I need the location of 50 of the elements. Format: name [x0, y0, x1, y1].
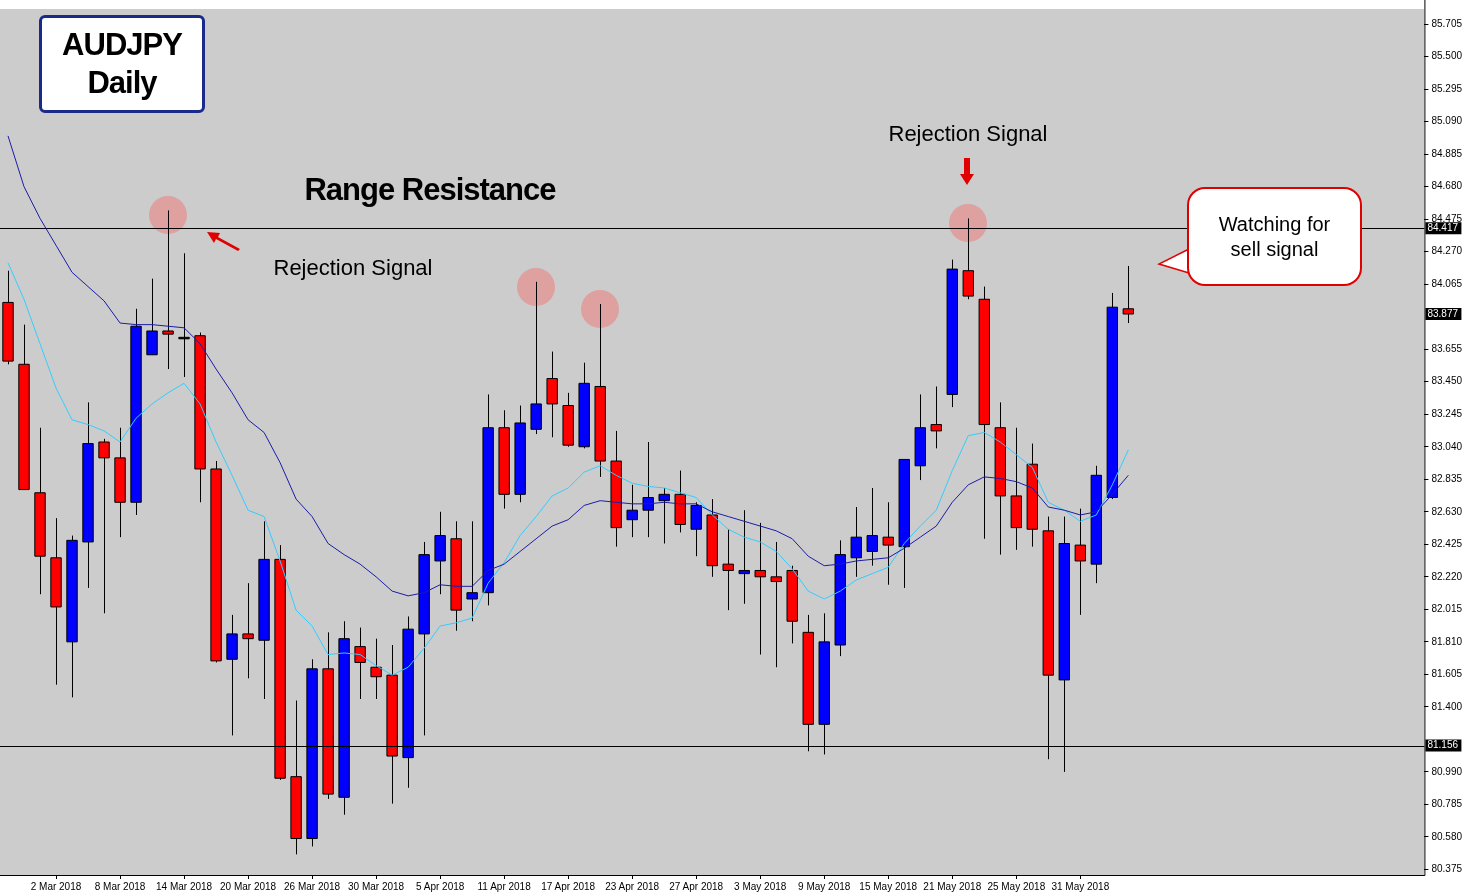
y-tick-label: 85.705	[1431, 17, 1463, 29]
x-tick-label: 26 Mar 2018	[284, 880, 341, 892]
x-tick-label: 27 Apr 2018	[669, 880, 724, 892]
x-tick-label: 14 Mar 2018	[155, 880, 213, 892]
annotation: Rejection Signal	[272, 254, 434, 282]
y-tick-label: 80.580	[1431, 830, 1463, 842]
x-tick-label: 20 Mar 2018	[219, 880, 277, 892]
y-tick-label: 80.375	[1431, 863, 1463, 875]
x-tick-label: 5 Apr 2018	[415, 880, 465, 892]
x-tick-label: 9 May 2018	[798, 880, 851, 892]
y-tick-label: 84.885	[1431, 147, 1463, 159]
x-tick-label: 21 May 2018	[923, 880, 982, 892]
x-tick-label: 8 Mar 2018	[94, 880, 146, 892]
x-tick-label: 2 Mar 2018	[30, 880, 82, 892]
y-tick-label: 81.605	[1431, 668, 1463, 680]
y-tick-label: 80.785	[1431, 798, 1463, 810]
x-tick-label: 25 May 2018	[987, 880, 1046, 892]
annotation: Rejection Signal	[887, 120, 1049, 148]
y-tick-label: 83.245	[1431, 407, 1463, 419]
y-tick-label: 84.475	[1431, 212, 1463, 224]
y-tick-label: 82.835	[1431, 473, 1463, 485]
y-tick-label: 83.450	[1431, 375, 1463, 387]
x-tick-label: 15 May 2018	[859, 880, 918, 892]
x-tick-label: 3 May 2018	[734, 880, 787, 892]
x-tick-label: 11 Apr 2018	[477, 880, 532, 892]
x-tick-label: 30 Mar 2018	[348, 880, 405, 892]
x-tick-label: 17 Apr 2018	[541, 880, 596, 892]
text: AUDJPY Daily	[62, 26, 182, 102]
ref-line-label: 81.156	[1427, 739, 1459, 751]
y-tick-label: 80.990	[1431, 765, 1463, 777]
y-tick-label: 85.295	[1431, 82, 1463, 94]
y-tick-label: 85.090	[1431, 115, 1463, 127]
y-tick-label: 82.425	[1431, 538, 1463, 550]
y-tick-label: 82.630	[1431, 505, 1463, 517]
y-tick-label: 82.220	[1431, 570, 1463, 582]
candlestick	[354, 627, 366, 700]
y-tick-label: 84.270	[1431, 245, 1463, 257]
ref-line-label: 84.417	[1427, 222, 1459, 234]
y-tick-label: 85.500	[1431, 50, 1463, 62]
x-tick-label: 23 Apr 2018	[605, 880, 660, 892]
y-tick-label: 83.655	[1431, 342, 1463, 354]
y-tick-label: 83.040	[1431, 440, 1463, 452]
y-tick-label: 84.680	[1431, 180, 1463, 192]
text: 83.877	[1427, 307, 1459, 319]
x-tick-label: 31 May 2018	[1051, 880, 1110, 892]
annotation: Range Resistance	[303, 172, 557, 207]
y-tick-label: 84.065	[1431, 277, 1463, 289]
y-tick-label: 81.810	[1431, 635, 1463, 647]
y-tick-label: 81.400	[1431, 700, 1463, 712]
y-tick-label: 82.015	[1431, 603, 1463, 615]
